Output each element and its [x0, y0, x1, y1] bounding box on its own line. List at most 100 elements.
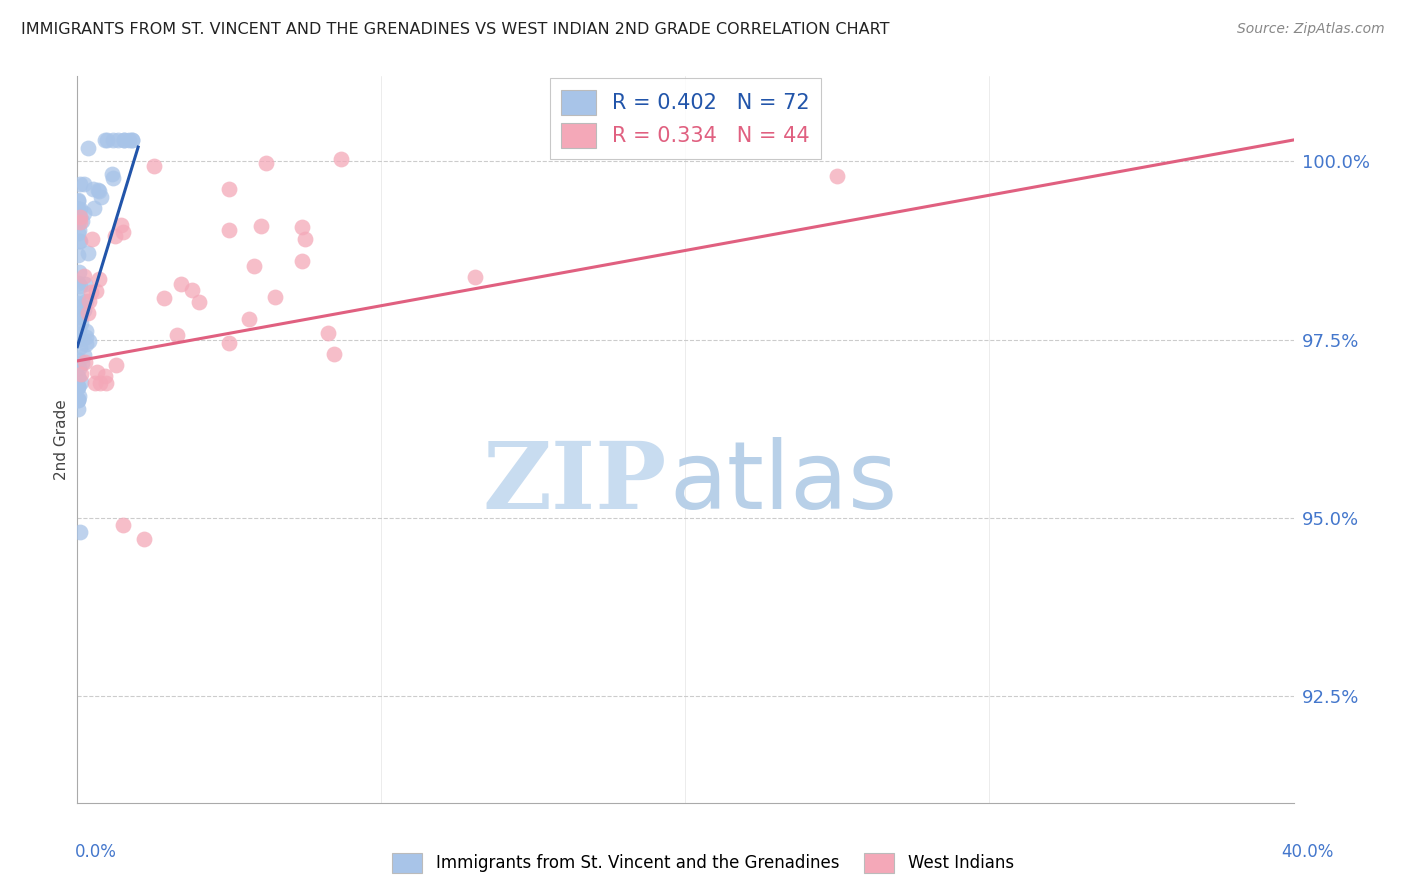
Point [66, 370, 89, 384]
Point [264, 290, 287, 304]
Point [238, 312, 260, 326]
Point [83, 201, 105, 215]
Point [75, 337, 97, 351]
Point [93, 133, 115, 147]
Point [83, 376, 105, 390]
Point [107, 133, 129, 147]
Text: 0.0%: 0.0% [75, 843, 117, 861]
Point [89, 272, 111, 286]
Point [69, 214, 91, 228]
Point [66, 333, 89, 347]
Point [66, 393, 89, 408]
Point [66, 392, 89, 407]
Point [181, 283, 204, 297]
Point [101, 133, 124, 147]
Point [134, 532, 156, 546]
Point [70, 299, 93, 313]
Point [69, 177, 91, 191]
Point [79, 293, 101, 308]
Point [77, 245, 100, 260]
Point [166, 328, 188, 343]
Point [67, 389, 90, 403]
Point [75, 277, 97, 292]
Point [67, 322, 90, 336]
Point [67, 353, 90, 368]
Point [112, 133, 135, 147]
Point [69, 524, 91, 539]
Point [73, 205, 96, 219]
Point [67, 327, 90, 342]
Point [89, 184, 111, 198]
Text: IMMIGRANTS FROM ST. VINCENT AND THE GRENADINES VS WEST INDIAN 2ND GRADE CORRELAT: IMMIGRANTS FROM ST. VINCENT AND THE GREN… [21, 22, 890, 37]
Point [69, 340, 91, 354]
Point [93, 368, 115, 383]
Text: 40.0%: 40.0% [1281, 843, 1334, 861]
Point [291, 253, 314, 268]
Point [73, 303, 96, 318]
Point [66, 401, 89, 416]
Point [218, 182, 240, 196]
Point [188, 295, 211, 310]
Point [329, 152, 352, 166]
Point [294, 232, 316, 246]
Point [66, 379, 89, 393]
Point [77, 306, 100, 320]
Text: atlas: atlas [669, 437, 898, 529]
Point [80, 232, 103, 246]
Point [94, 376, 117, 390]
Point [69, 210, 91, 224]
Point [69, 368, 91, 382]
Point [291, 220, 314, 235]
Point [67, 223, 90, 237]
Text: Source: ZipAtlas.com: Source: ZipAtlas.com [1237, 22, 1385, 37]
Point [69, 202, 91, 216]
Point [66, 226, 89, 240]
Point [75, 330, 97, 344]
Point [121, 133, 143, 147]
Point [66, 369, 89, 384]
Point [101, 171, 124, 186]
Point [77, 334, 100, 348]
Legend: R = 0.402   N = 72, R = 0.334   N = 44: R = 0.402 N = 72, R = 0.334 N = 44 [550, 78, 821, 160]
Point [153, 291, 176, 305]
Point [87, 183, 110, 197]
Point [73, 355, 96, 369]
Point [66, 248, 89, 262]
Point [112, 225, 135, 239]
Point [218, 222, 240, 236]
Point [104, 228, 127, 243]
Point [80, 285, 103, 300]
Point [69, 316, 91, 330]
Text: ZIP: ZIP [482, 438, 668, 528]
Point [66, 295, 89, 310]
Point [170, 277, 193, 291]
Point [66, 193, 89, 207]
Legend: Immigrants from St. Vincent and the Grenadines, West Indians: Immigrants from St. Vincent and the Gren… [385, 847, 1021, 880]
Point [112, 133, 135, 147]
Point [67, 212, 90, 227]
Point [66, 277, 89, 291]
Point [69, 278, 91, 293]
Point [72, 356, 94, 370]
Point [66, 202, 89, 216]
Point [67, 265, 90, 279]
Point [67, 194, 90, 209]
Point [218, 335, 240, 350]
Point [82, 181, 104, 195]
Point [117, 133, 139, 147]
Point [66, 291, 89, 305]
Point [249, 219, 271, 233]
Point [110, 219, 132, 233]
Point [84, 284, 107, 298]
Point [67, 207, 90, 221]
Point [316, 326, 339, 341]
Point [75, 325, 97, 339]
Point [100, 167, 122, 181]
Point [86, 365, 108, 379]
Point [77, 141, 100, 155]
Point [75, 294, 97, 309]
Point [90, 190, 112, 204]
Point [70, 376, 93, 390]
Point [322, 346, 344, 360]
Point [69, 234, 91, 248]
